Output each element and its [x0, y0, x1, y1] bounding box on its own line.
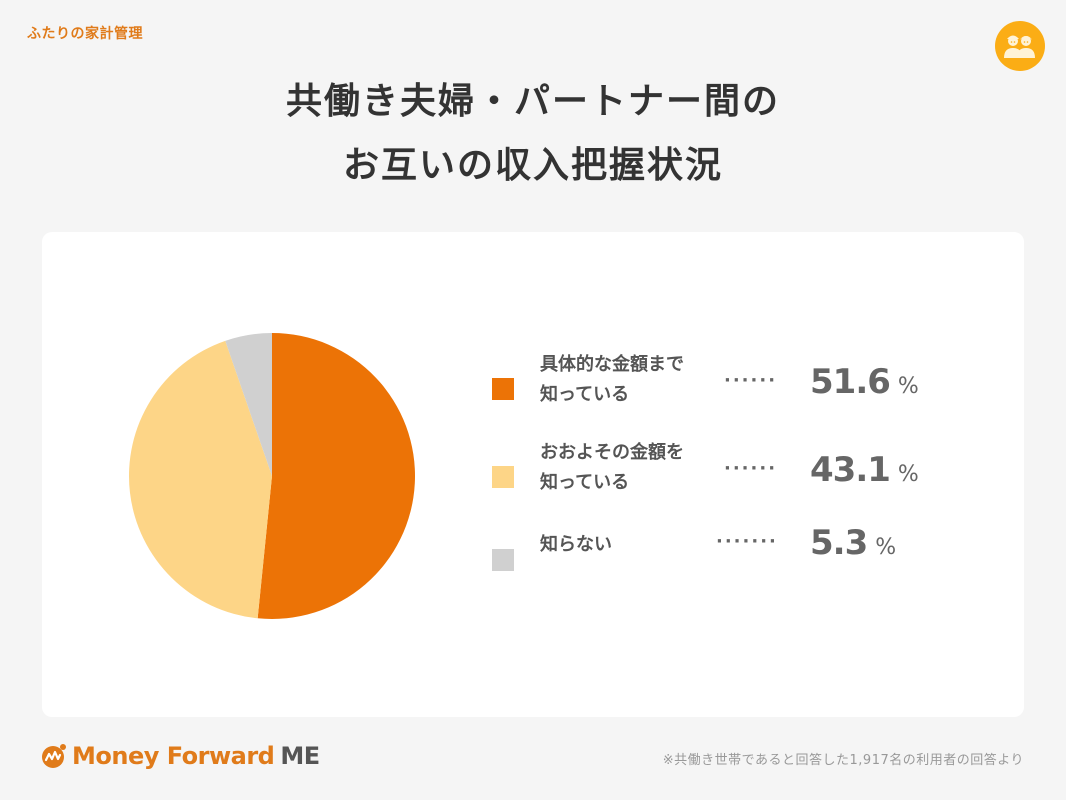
- pie-slice-specific: [257, 333, 416, 619]
- legend-swatch: [492, 466, 514, 488]
- value-number: 5.3: [810, 523, 868, 563]
- legend-swatch: [492, 549, 514, 571]
- legend-item-specific: 具体的な金額まで 知っている ······ 51.6%: [492, 350, 972, 420]
- chart-card: 具体的な金額まで 知っている ······ 51.6% おおよその金額を 知って…: [42, 232, 1024, 717]
- legend-item-unknown: 知らない ······· 5.3%: [492, 523, 972, 600]
- value-unit: %: [897, 374, 919, 399]
- title-line-1: 共働き夫婦・パートナー間の: [285, 81, 780, 122]
- leader-dots: ······: [724, 458, 778, 479]
- money-forward-logo: Money Forward ME: [41, 742, 320, 770]
- logo-text: Money Forward ME: [72, 742, 320, 770]
- pie-slice-unknown: [225, 333, 272, 476]
- pie-slice-approximate: [129, 340, 272, 619]
- value-number: 43.1: [810, 450, 891, 490]
- value-number: 51.6: [810, 362, 891, 402]
- brand-tag: ふたりの家計管理: [27, 26, 143, 42]
- title-line-2: お互いの収入把握状況: [342, 145, 723, 186]
- legend-label: 具体的な金額まで 知っている: [540, 354, 684, 405]
- leader-dots: ······: [724, 370, 778, 391]
- footnote: ※共働き世帯であると回答した1,917名の利用者の回答より: [662, 753, 1024, 768]
- legend-label: 知らない: [540, 534, 612, 555]
- logo-suffix: ME: [280, 742, 320, 770]
- leader-dots: ·······: [716, 531, 778, 552]
- legend-value: 51.6%: [810, 362, 919, 402]
- couple-icon: [995, 21, 1045, 71]
- page-title: 共働き夫婦・パートナー間の お互いの収入把握状況: [0, 74, 1066, 194]
- legend-label: おおよその金額を 知っている: [540, 442, 684, 493]
- pie-chart: [129, 333, 416, 619]
- value-unit: %: [875, 535, 897, 560]
- legend-swatch: [492, 378, 514, 400]
- logo-brand: Money Forward: [72, 742, 275, 770]
- legend-item-approximate: おおよその金額を 知っている ······ 43.1%: [492, 438, 972, 508]
- legend-value: 5.3%: [810, 523, 896, 563]
- value-unit: %: [897, 462, 919, 487]
- legend-value: 43.1%: [810, 450, 919, 490]
- logo-mark-icon: [42, 744, 66, 768]
